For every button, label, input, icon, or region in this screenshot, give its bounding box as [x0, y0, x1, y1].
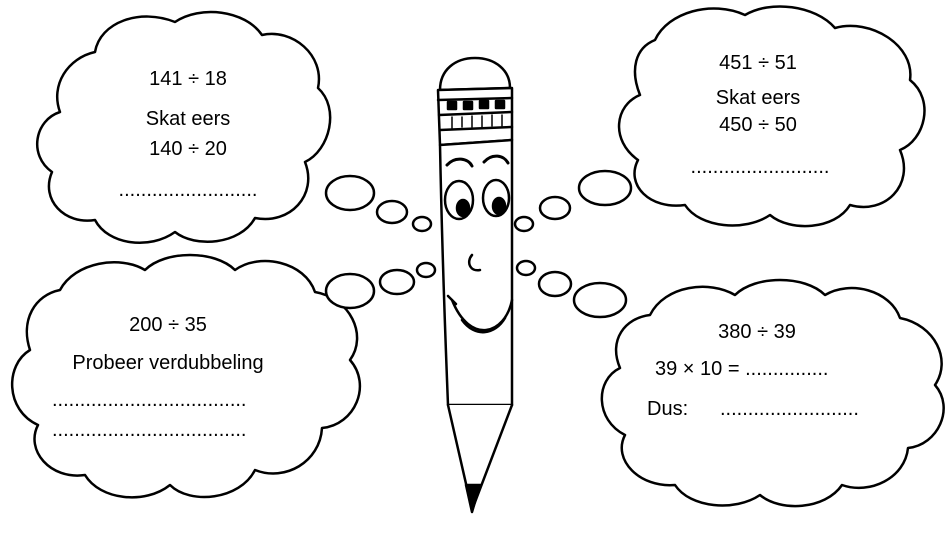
thought-bubble — [411, 215, 433, 233]
problem-bottom-left: 200 ÷ 35 — [129, 314, 207, 336]
step-bottom-right[interactable]: 39 × 10 = ............... — [655, 358, 829, 380]
pencil-character — [436, 56, 514, 514]
hint-top-right: Skat eers — [715, 87, 801, 109]
thought-bubble — [515, 259, 537, 277]
thought-bubble — [538, 195, 572, 221]
hint-bottom-left: Probeer verdubbeling — [72, 352, 264, 374]
answer-line-bottom-left-1[interactable]: ................................... — [52, 389, 247, 411]
thought-cloud-bottom-left — [10, 253, 362, 499]
thought-bubble — [513, 215, 535, 233]
thought-bubble — [572, 281, 628, 319]
thought-cloud-bottom-right — [600, 278, 945, 508]
problem-top-left: 141 ÷ 18 — [149, 68, 227, 90]
thought-bubble — [537, 270, 573, 298]
problem-bottom-right: 380 ÷ 39 — [718, 321, 796, 343]
thought-bubble — [415, 261, 437, 279]
hint-top-left: Skat eers — [145, 108, 231, 130]
answer-line-top-left[interactable]: ......................... — [118, 179, 258, 201]
thought-cloud-top-left — [35, 10, 332, 244]
thought-bubble — [324, 272, 376, 310]
estimate-top-left: 140 ÷ 20 — [149, 138, 227, 160]
result-label-bottom-right: Dus: — [647, 398, 689, 420]
thought-bubble — [577, 169, 633, 207]
thought-bubble — [375, 199, 409, 225]
thought-bubble — [324, 174, 376, 212]
thought-cloud-top-right — [617, 5, 926, 228]
answer-line-top-right[interactable]: ......................... — [690, 156, 830, 178]
thought-bubble — [378, 268, 416, 296]
estimate-top-right: 450 ÷ 50 — [719, 114, 797, 136]
result-line-bottom-right[interactable]: ......................... — [720, 398, 859, 420]
problem-top-right: 451 ÷ 51 — [719, 52, 797, 74]
answer-line-bottom-left-2[interactable]: ................................... — [52, 419, 247, 441]
